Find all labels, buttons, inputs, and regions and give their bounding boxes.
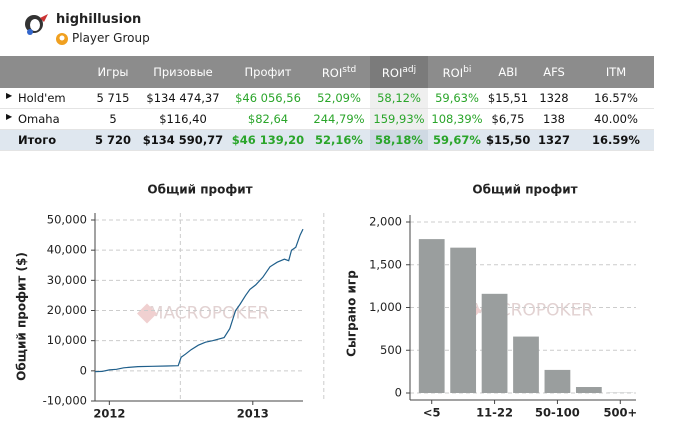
column-title: Профит — [244, 65, 292, 79]
y-tick-label: 1,000 — [369, 300, 402, 314]
group-icon — [56, 33, 68, 45]
y-tick-label: 500 — [380, 343, 402, 357]
column-title: ITM — [605, 65, 627, 79]
cell: 58,12% — [370, 88, 428, 109]
column-title: Игры — [97, 65, 129, 79]
cell: $134 474,37 — [138, 88, 228, 109]
y-tick-label: 20,000 — [47, 303, 87, 317]
column-header: ROIadj — [370, 56, 428, 88]
column-sup: adj — [402, 64, 417, 75]
bar — [418, 239, 445, 393]
cell: 16.59% — [578, 129, 654, 151]
column-title: Призовые — [153, 65, 213, 79]
row-name: Omaha — [18, 112, 60, 126]
cell: 244,79% — [308, 108, 370, 130]
row-name: Итого — [18, 133, 57, 147]
table-row: ▶ Omaha 5 $116,40 $82,64 244,79% 159,93% 108,39… — [0, 108, 654, 130]
row-name-cell: ▶ Hold'em — [0, 88, 88, 109]
line — [94, 228, 304, 373]
bar — [481, 293, 508, 393]
column-sup: bi — [463, 64, 472, 75]
cell: 108,39% — [428, 108, 486, 130]
column-header: ITM — [578, 56, 654, 88]
cell: 1328 — [530, 88, 578, 109]
y-tick-label: -10,000 — [43, 394, 87, 408]
column-header: ABI — [486, 56, 530, 88]
chart-title: Общий профит — [147, 183, 252, 197]
x-tick-label: 50-100 — [535, 406, 580, 420]
cell: 59,67% — [428, 129, 486, 151]
cell: $46 056,56 — [228, 88, 308, 109]
y-tick-label: 10,000 — [47, 333, 87, 347]
bar — [513, 336, 539, 393]
y-tick-label: 40,000 — [47, 243, 87, 257]
watermark-logo — [137, 303, 157, 324]
bar — [575, 387, 602, 393]
column-header: Призовые — [138, 56, 228, 88]
bar — [450, 247, 477, 393]
column-header: Игры — [88, 56, 138, 88]
column-title: ROI — [442, 65, 464, 80]
table-row: ▶ Hold'em 5 715 $134 474,37 $46 056,56 52,09%… — [0, 88, 654, 109]
cell: 5 720 — [88, 129, 138, 151]
x-tick-label: 500+ — [603, 406, 637, 420]
y-axis-label: Сыграно игр — [345, 270, 359, 357]
cell: 138 — [530, 108, 578, 130]
table-row: Итого 5 720 $134 590,77 $46 139,20 52,16% 58,… — [0, 129, 654, 151]
cell: 59,63% — [428, 88, 486, 109]
group: Player Group — [72, 31, 150, 45]
y-tick-label: 50,000 — [47, 213, 87, 227]
cell: $15,50 — [486, 129, 530, 151]
y-tick-label: 0 — [395, 386, 402, 400]
row-name-cell: ▶ Omaha — [0, 108, 88, 130]
column-title: ROI — [321, 65, 343, 80]
cell: $116,40 — [138, 108, 228, 130]
cell: $15,51 — [486, 88, 530, 109]
expand-toggle[interactable]: ▶ — [6, 112, 13, 121]
cell: 16.57% — [578, 88, 654, 109]
corner — [0, 56, 88, 88]
y-tick-label: 0 — [80, 363, 87, 377]
cell: $46 139,20 — [228, 129, 308, 151]
cell: 5 715 — [88, 88, 138, 109]
cell: 5 — [88, 108, 138, 130]
username[interactable]: highillusion — [56, 12, 142, 27]
cell: 52,09% — [308, 88, 370, 109]
cell: 40.00% — [578, 108, 654, 130]
y-tick-label: 1,500 — [369, 257, 402, 271]
cell: 159,93% — [370, 108, 428, 130]
x-tick-label: 11-22 — [476, 406, 513, 420]
watermark: MACROPOKER — [149, 304, 270, 324]
watermark-logo — [461, 300, 481, 321]
cell: $134 590,77 — [138, 129, 228, 151]
cell: $6,75 — [486, 108, 530, 130]
cell: $82,64 — [228, 108, 308, 130]
x-tick-label: 2012 — [93, 407, 125, 421]
row-name-cell: Итого — [0, 129, 88, 151]
cell: 1327 — [530, 129, 578, 151]
column-header: ROIstd — [308, 56, 370, 88]
row-name: Hold'em — [18, 91, 66, 105]
column-header: Профит — [228, 56, 308, 88]
avatar — [25, 14, 48, 35]
x-tick-label: 2013 — [237, 407, 269, 421]
stats-table: Игры Призовые Профит ROIstd ROIadj ROIbi ABI AF… — [0, 56, 654, 151]
column-title: ROI — [381, 65, 403, 80]
column-title: AFS — [543, 65, 565, 79]
y-tick-label: 30,000 — [47, 273, 87, 287]
cell: 52,16% — [308, 129, 370, 151]
y-tick-label: 2,000 — [369, 215, 402, 229]
expand-toggle[interactable]: ▶ — [6, 91, 13, 100]
watermark: MACROPOKER — [473, 301, 594, 321]
cell: 58,18% — [370, 129, 428, 151]
bar — [544, 369, 571, 393]
y-axis-label: Общий профит ($) — [15, 252, 29, 381]
column-title: ABI — [498, 65, 518, 79]
chart-title: Общий профит — [472, 183, 577, 197]
column-sup: std — [342, 64, 357, 75]
x-tick-label: <5 — [423, 406, 441, 420]
column-header: AFS — [530, 56, 578, 88]
column-header: ROIbi — [428, 56, 486, 88]
